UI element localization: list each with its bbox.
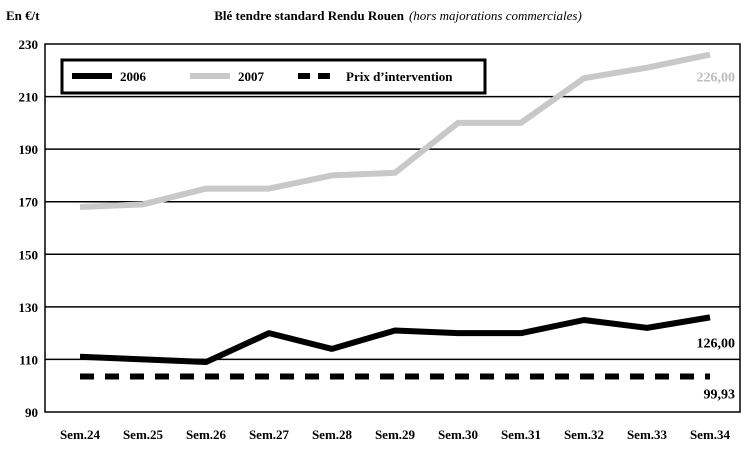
plot-frame	[44, 43, 741, 413]
grid	[45, 95, 740, 361]
x-tick-label: Sem.25	[123, 427, 164, 442]
y-tick-label: 130	[19, 300, 39, 315]
legend: 2006 2007 Prix d’intervention	[60, 58, 487, 95]
x-tick-label: Sem.29	[375, 427, 416, 442]
x-tick-label: Sem.24	[60, 427, 101, 442]
y-tick-label: 230	[19, 37, 39, 52]
chart-title-line: Blé tendre standard Rendu Rouen (hors maj…	[214, 8, 582, 23]
chart-title: Blé tendre standard Rendu Rouen	[214, 8, 405, 23]
legend-label: 2007	[238, 69, 265, 84]
x-tick-label: Sem.30	[438, 427, 478, 442]
x-tick-label: Sem.28	[312, 427, 353, 442]
x-tick-label: Sem.27	[249, 427, 290, 442]
x-tick-label: Sem.32	[564, 427, 604, 442]
series-line-2006	[79, 314, 711, 366]
unit-label: En €/t	[6, 8, 40, 23]
legend-box	[60, 58, 487, 95]
y-tick-label: 90	[25, 405, 38, 420]
y-tick-label: 210	[19, 90, 39, 105]
end-labels: 126,00 226,00 99,93	[697, 71, 736, 403]
y-tick-label: 170	[19, 195, 39, 210]
legend-label: 2006	[120, 69, 147, 84]
x-tick-label: Sem.33	[627, 427, 668, 442]
end-value-label: 99,93	[704, 388, 736, 403]
y-tick-label: 150	[19, 247, 39, 262]
x-axis: Sem.24 Sem.25 Sem.26 Sem.27 Sem.28 Sem.29 Sem.…	[60, 427, 731, 442]
end-value-label: 126,00	[697, 336, 736, 351]
series-line-2007	[79, 51, 711, 210]
y-tick-label: 190	[19, 142, 39, 157]
x-tick-label: Sem.31	[501, 427, 541, 442]
chart-subtitle: (hors majorations commerciales)	[409, 8, 582, 23]
x-tick-label: Sem.26	[186, 427, 227, 442]
y-axis: 90 110 130 150 170 190 210 230	[19, 37, 39, 420]
y-tick-label: 110	[19, 352, 38, 367]
legend-label: Prix d’intervention	[346, 69, 453, 84]
x-tick-label: Sem.34	[690, 427, 731, 442]
series-group	[79, 51, 711, 380]
end-value-label: 226,00	[697, 71, 736, 86]
